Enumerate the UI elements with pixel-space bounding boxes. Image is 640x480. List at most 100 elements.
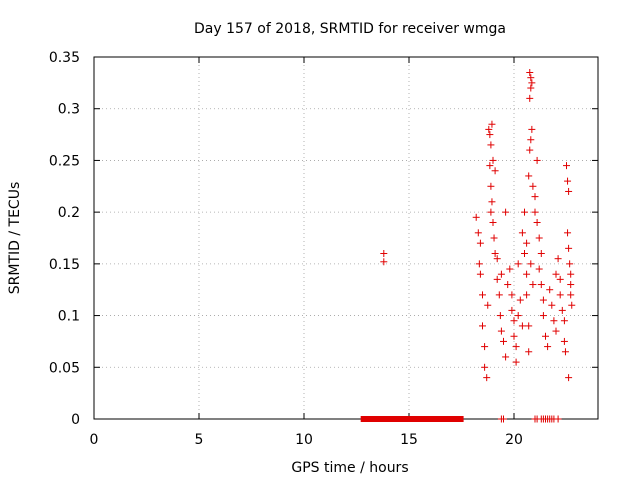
data-point xyxy=(500,337,507,345)
data-point xyxy=(560,317,568,325)
data-point xyxy=(567,291,575,299)
data-point xyxy=(565,187,573,195)
data-point xyxy=(506,265,514,273)
y-axis-label: SRMTID / TECUs xyxy=(7,182,23,295)
data-point xyxy=(544,343,552,351)
data-point xyxy=(546,286,554,294)
data-point xyxy=(527,84,535,92)
data-point xyxy=(563,162,570,170)
data-point xyxy=(525,322,533,330)
data-point xyxy=(502,353,510,361)
data-point xyxy=(525,172,533,180)
data-point xyxy=(490,234,498,242)
data-point xyxy=(493,275,501,283)
data-point xyxy=(476,239,484,247)
data-point xyxy=(488,120,496,128)
data-point xyxy=(528,79,536,87)
data-point xyxy=(485,125,493,133)
axis-ticks xyxy=(93,56,598,420)
data-point xyxy=(474,229,482,237)
data-point xyxy=(565,244,573,252)
data-point xyxy=(523,239,531,247)
data-point xyxy=(527,74,535,82)
data-point xyxy=(521,208,528,216)
data-point xyxy=(493,255,501,263)
data-point xyxy=(479,291,486,299)
data-point xyxy=(567,270,575,278)
data-point xyxy=(510,317,518,325)
data-point xyxy=(527,136,535,144)
data-point xyxy=(516,296,524,304)
data-point xyxy=(526,146,534,154)
data-point xyxy=(488,198,496,206)
data-point xyxy=(526,69,534,77)
data-point xyxy=(556,275,564,283)
data-point xyxy=(528,125,536,133)
y-tick-label: 0.3 xyxy=(58,102,80,118)
data-points xyxy=(360,69,576,423)
data-point xyxy=(380,258,388,266)
data-point xyxy=(510,332,518,340)
x-tick-label: 0 xyxy=(90,432,99,448)
data-point xyxy=(561,348,569,356)
y-tick-label: 0.2 xyxy=(58,205,80,221)
data-point xyxy=(526,94,534,102)
data-point xyxy=(535,234,543,242)
data-point xyxy=(483,374,491,382)
data-point xyxy=(486,162,494,170)
data-point xyxy=(539,296,547,304)
data-point xyxy=(564,229,572,237)
data-point xyxy=(550,317,558,325)
data-point xyxy=(537,250,545,258)
x-tick-label: 10 xyxy=(295,432,313,448)
data-point xyxy=(531,208,539,216)
data-point xyxy=(481,343,489,351)
y-tick-label: 0.35 xyxy=(49,50,80,66)
y-tick-label: 0.15 xyxy=(49,257,80,273)
data-point xyxy=(489,218,497,226)
data-point xyxy=(479,322,486,330)
x-tick-labels: 0 5 10 15 20 xyxy=(90,432,523,448)
data-point xyxy=(380,250,388,258)
data-point xyxy=(523,291,531,299)
y-tick-label: 0 xyxy=(71,412,80,428)
data-point xyxy=(496,312,504,320)
data-point xyxy=(533,156,541,164)
data-point xyxy=(491,250,499,258)
data-point xyxy=(533,218,541,226)
data-point xyxy=(535,265,543,273)
plot-frame xyxy=(93,56,599,420)
data-point xyxy=(476,270,484,278)
data-point xyxy=(486,131,494,139)
data-point xyxy=(564,177,572,185)
data-point xyxy=(554,255,562,263)
data-point xyxy=(514,312,522,320)
data-point xyxy=(518,322,526,330)
data-point xyxy=(495,291,503,299)
data-point xyxy=(566,260,574,268)
data-point xyxy=(568,301,576,309)
x-axis-label: GPS time / hours xyxy=(291,460,408,476)
data-point xyxy=(504,281,512,289)
data-point xyxy=(500,415,507,423)
data-point xyxy=(481,363,489,371)
data-point xyxy=(529,281,537,289)
data-point xyxy=(508,306,516,314)
data-point xyxy=(565,374,573,382)
data-point xyxy=(531,193,539,201)
data-point xyxy=(552,270,560,278)
data-point xyxy=(525,348,533,356)
data-point xyxy=(497,270,505,278)
data-point xyxy=(484,301,492,309)
data-point xyxy=(548,301,556,309)
y-tick-label: 0.05 xyxy=(49,360,80,376)
data-point xyxy=(527,260,535,268)
data-point xyxy=(552,327,560,335)
data-point xyxy=(502,208,510,216)
chart-title: Day 157 of 2018, SRMTID for receiver wmg… xyxy=(194,21,506,37)
data-point xyxy=(512,343,520,351)
data-point xyxy=(529,182,537,190)
grid xyxy=(94,57,598,419)
y-tick-label: 0.25 xyxy=(49,153,80,169)
data-point xyxy=(554,415,562,423)
